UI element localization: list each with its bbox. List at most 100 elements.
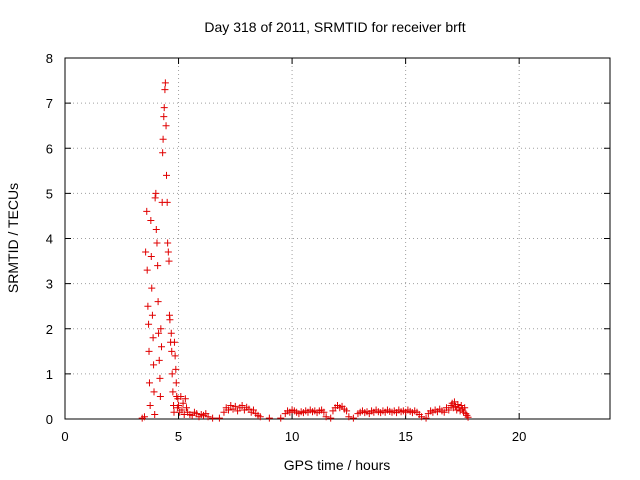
y-axis-label: SRMTID / TECUs <box>5 183 21 293</box>
data-point <box>154 298 162 306</box>
data-point <box>225 406 232 414</box>
data-point <box>327 414 335 422</box>
data-point <box>171 352 179 360</box>
y-tick-label: 4 <box>46 232 53 247</box>
data-point <box>152 225 160 233</box>
data-point <box>167 329 175 337</box>
data-point <box>164 239 172 247</box>
data-point <box>422 414 430 422</box>
data-point <box>160 113 168 121</box>
x-axis-label: GPS time / hours <box>284 457 391 473</box>
x-tick-label: 10 <box>285 429 299 444</box>
grid <box>65 58 610 419</box>
data-point <box>152 189 160 197</box>
data-point <box>169 388 177 396</box>
data-point <box>168 370 176 378</box>
data-point <box>148 311 156 319</box>
y-tick-label: 5 <box>46 186 53 201</box>
data-point <box>249 406 257 414</box>
data-point <box>461 404 469 412</box>
x-tick-label: 20 <box>512 429 526 444</box>
data-point <box>161 86 169 94</box>
data-point <box>454 401 462 409</box>
data-point <box>156 374 164 382</box>
y-tick-label: 3 <box>46 277 53 292</box>
data-point <box>150 361 158 369</box>
data-point <box>150 388 158 396</box>
data-point <box>345 413 353 421</box>
y-tick-label: 2 <box>46 322 53 337</box>
data-point <box>148 284 156 292</box>
data-point <box>172 365 180 373</box>
data-point <box>204 413 212 421</box>
data-point <box>238 401 246 409</box>
data-point <box>159 135 167 143</box>
data-point <box>209 414 217 422</box>
data-point <box>220 408 228 416</box>
y-tick-label: 1 <box>46 367 53 382</box>
data-point <box>164 248 172 256</box>
x-tick-labels: 0 5 10 15 20 <box>61 429 526 444</box>
x-tick-label: 15 <box>398 429 412 444</box>
data-point <box>231 402 239 410</box>
data-point <box>156 392 164 400</box>
plot-frame <box>64 57 611 420</box>
data-point <box>177 392 185 400</box>
data-point <box>142 248 150 256</box>
y-tick-label: 0 <box>46 412 53 427</box>
data-point <box>162 122 170 130</box>
data-point <box>227 401 235 409</box>
y-tick-label: 6 <box>46 141 53 156</box>
data-point <box>165 257 173 265</box>
data-point <box>151 410 159 418</box>
data-point <box>157 325 165 333</box>
data-point <box>145 347 153 355</box>
data-point <box>154 262 162 270</box>
data-point <box>145 320 153 328</box>
data-point <box>153 239 161 247</box>
data-point <box>320 408 328 416</box>
data-point <box>147 253 155 261</box>
y-tick-label: 7 <box>46 96 53 111</box>
data-point <box>343 407 351 415</box>
data-point <box>143 266 151 274</box>
data-point <box>143 207 151 215</box>
data-point <box>149 334 157 342</box>
data-point <box>166 316 174 324</box>
data-point <box>175 401 183 409</box>
data-point <box>145 379 153 387</box>
data-point <box>172 379 180 387</box>
data-point <box>418 413 426 421</box>
data-point <box>256 413 264 421</box>
data-point <box>182 404 190 412</box>
data-point <box>463 411 471 419</box>
data-point <box>464 413 472 421</box>
y-tick-labels: 0 1 2 3 4 5 6 7 8 <box>46 51 53 427</box>
data-point <box>168 347 176 355</box>
x-tick-label: 0 <box>61 429 68 444</box>
data-point <box>163 198 171 206</box>
data-point <box>178 406 186 414</box>
x-tick-label: 5 <box>175 429 182 444</box>
data-point <box>155 329 163 337</box>
data-points <box>138 79 472 422</box>
data-point <box>440 408 448 416</box>
data-point <box>265 414 273 422</box>
y-tick-label: 8 <box>46 51 53 66</box>
data-point <box>163 171 171 179</box>
data-point <box>462 410 470 418</box>
data-point <box>322 413 330 421</box>
data-point <box>144 302 152 310</box>
data-point <box>146 401 154 409</box>
data-point <box>445 406 453 414</box>
data-point <box>349 414 357 422</box>
data-point <box>158 343 166 351</box>
data-point <box>170 338 178 346</box>
data-point <box>155 356 163 364</box>
data-point <box>159 149 167 157</box>
data-point <box>277 414 285 422</box>
chart-title: Day 318 of 2011, SRMTID for receiver brf… <box>204 19 465 35</box>
data-point <box>160 104 168 112</box>
data-point <box>215 414 223 422</box>
